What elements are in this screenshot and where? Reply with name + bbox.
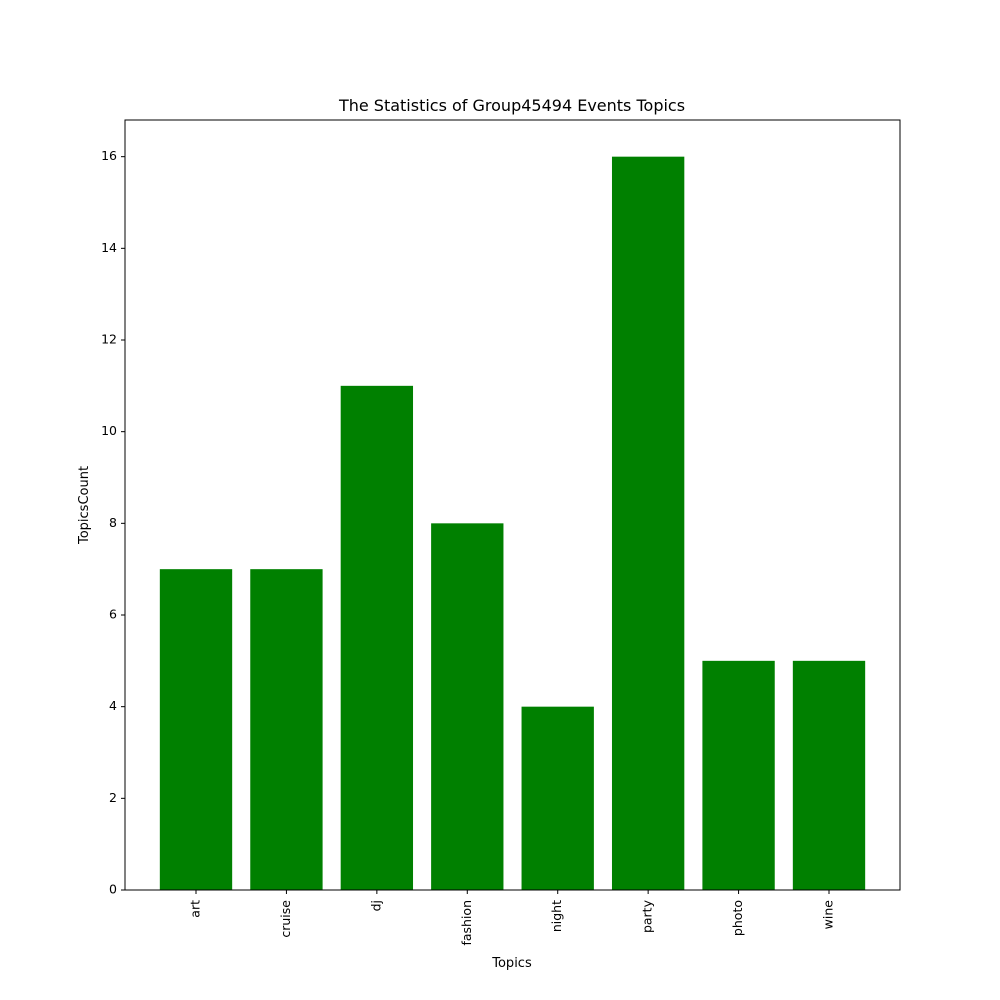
x-tick-label: photo	[730, 900, 745, 936]
y-tick-label: 16	[101, 148, 117, 163]
y-tick-label: 10	[101, 423, 117, 438]
y-axis-label: TopicsCount	[77, 466, 92, 545]
x-tick-label: fashion	[459, 900, 474, 946]
chart-title: The Statistics of Group45494 Events Topi…	[338, 96, 685, 115]
y-tick-label: 2	[109, 790, 117, 805]
x-tick-label: night	[549, 900, 564, 932]
bars-group	[160, 157, 865, 890]
x-tick-label: party	[640, 899, 655, 933]
bar-dj	[341, 386, 413, 890]
x-tick-label: art	[188, 900, 203, 918]
bar-art	[160, 569, 232, 890]
bar-night	[522, 707, 594, 890]
y-tick-label: 14	[101, 240, 117, 255]
y-tick-label: 6	[109, 607, 117, 622]
x-tick-label: wine	[821, 900, 836, 930]
x-axis-ticks: art cruise dj fashion night party photo wine	[188, 890, 836, 946]
x-tick-label: cruise	[278, 900, 293, 938]
bar-fashion	[431, 523, 503, 890]
bar-party	[612, 157, 684, 890]
x-tick-label: dj	[368, 900, 383, 911]
x-axis-label: Topics	[491, 956, 532, 971]
y-tick-label: 4	[109, 698, 117, 713]
y-tick-label: 0	[109, 882, 117, 897]
bar-cruise	[250, 569, 322, 890]
plot-frame	[125, 120, 900, 890]
y-tick-label: 8	[109, 515, 117, 530]
bar-photo	[702, 661, 774, 890]
y-axis-ticks: 0 2 4 6 8 10 12 14 16	[101, 148, 125, 896]
y-tick-label: 12	[101, 332, 117, 347]
bar-wine	[793, 661, 865, 890]
